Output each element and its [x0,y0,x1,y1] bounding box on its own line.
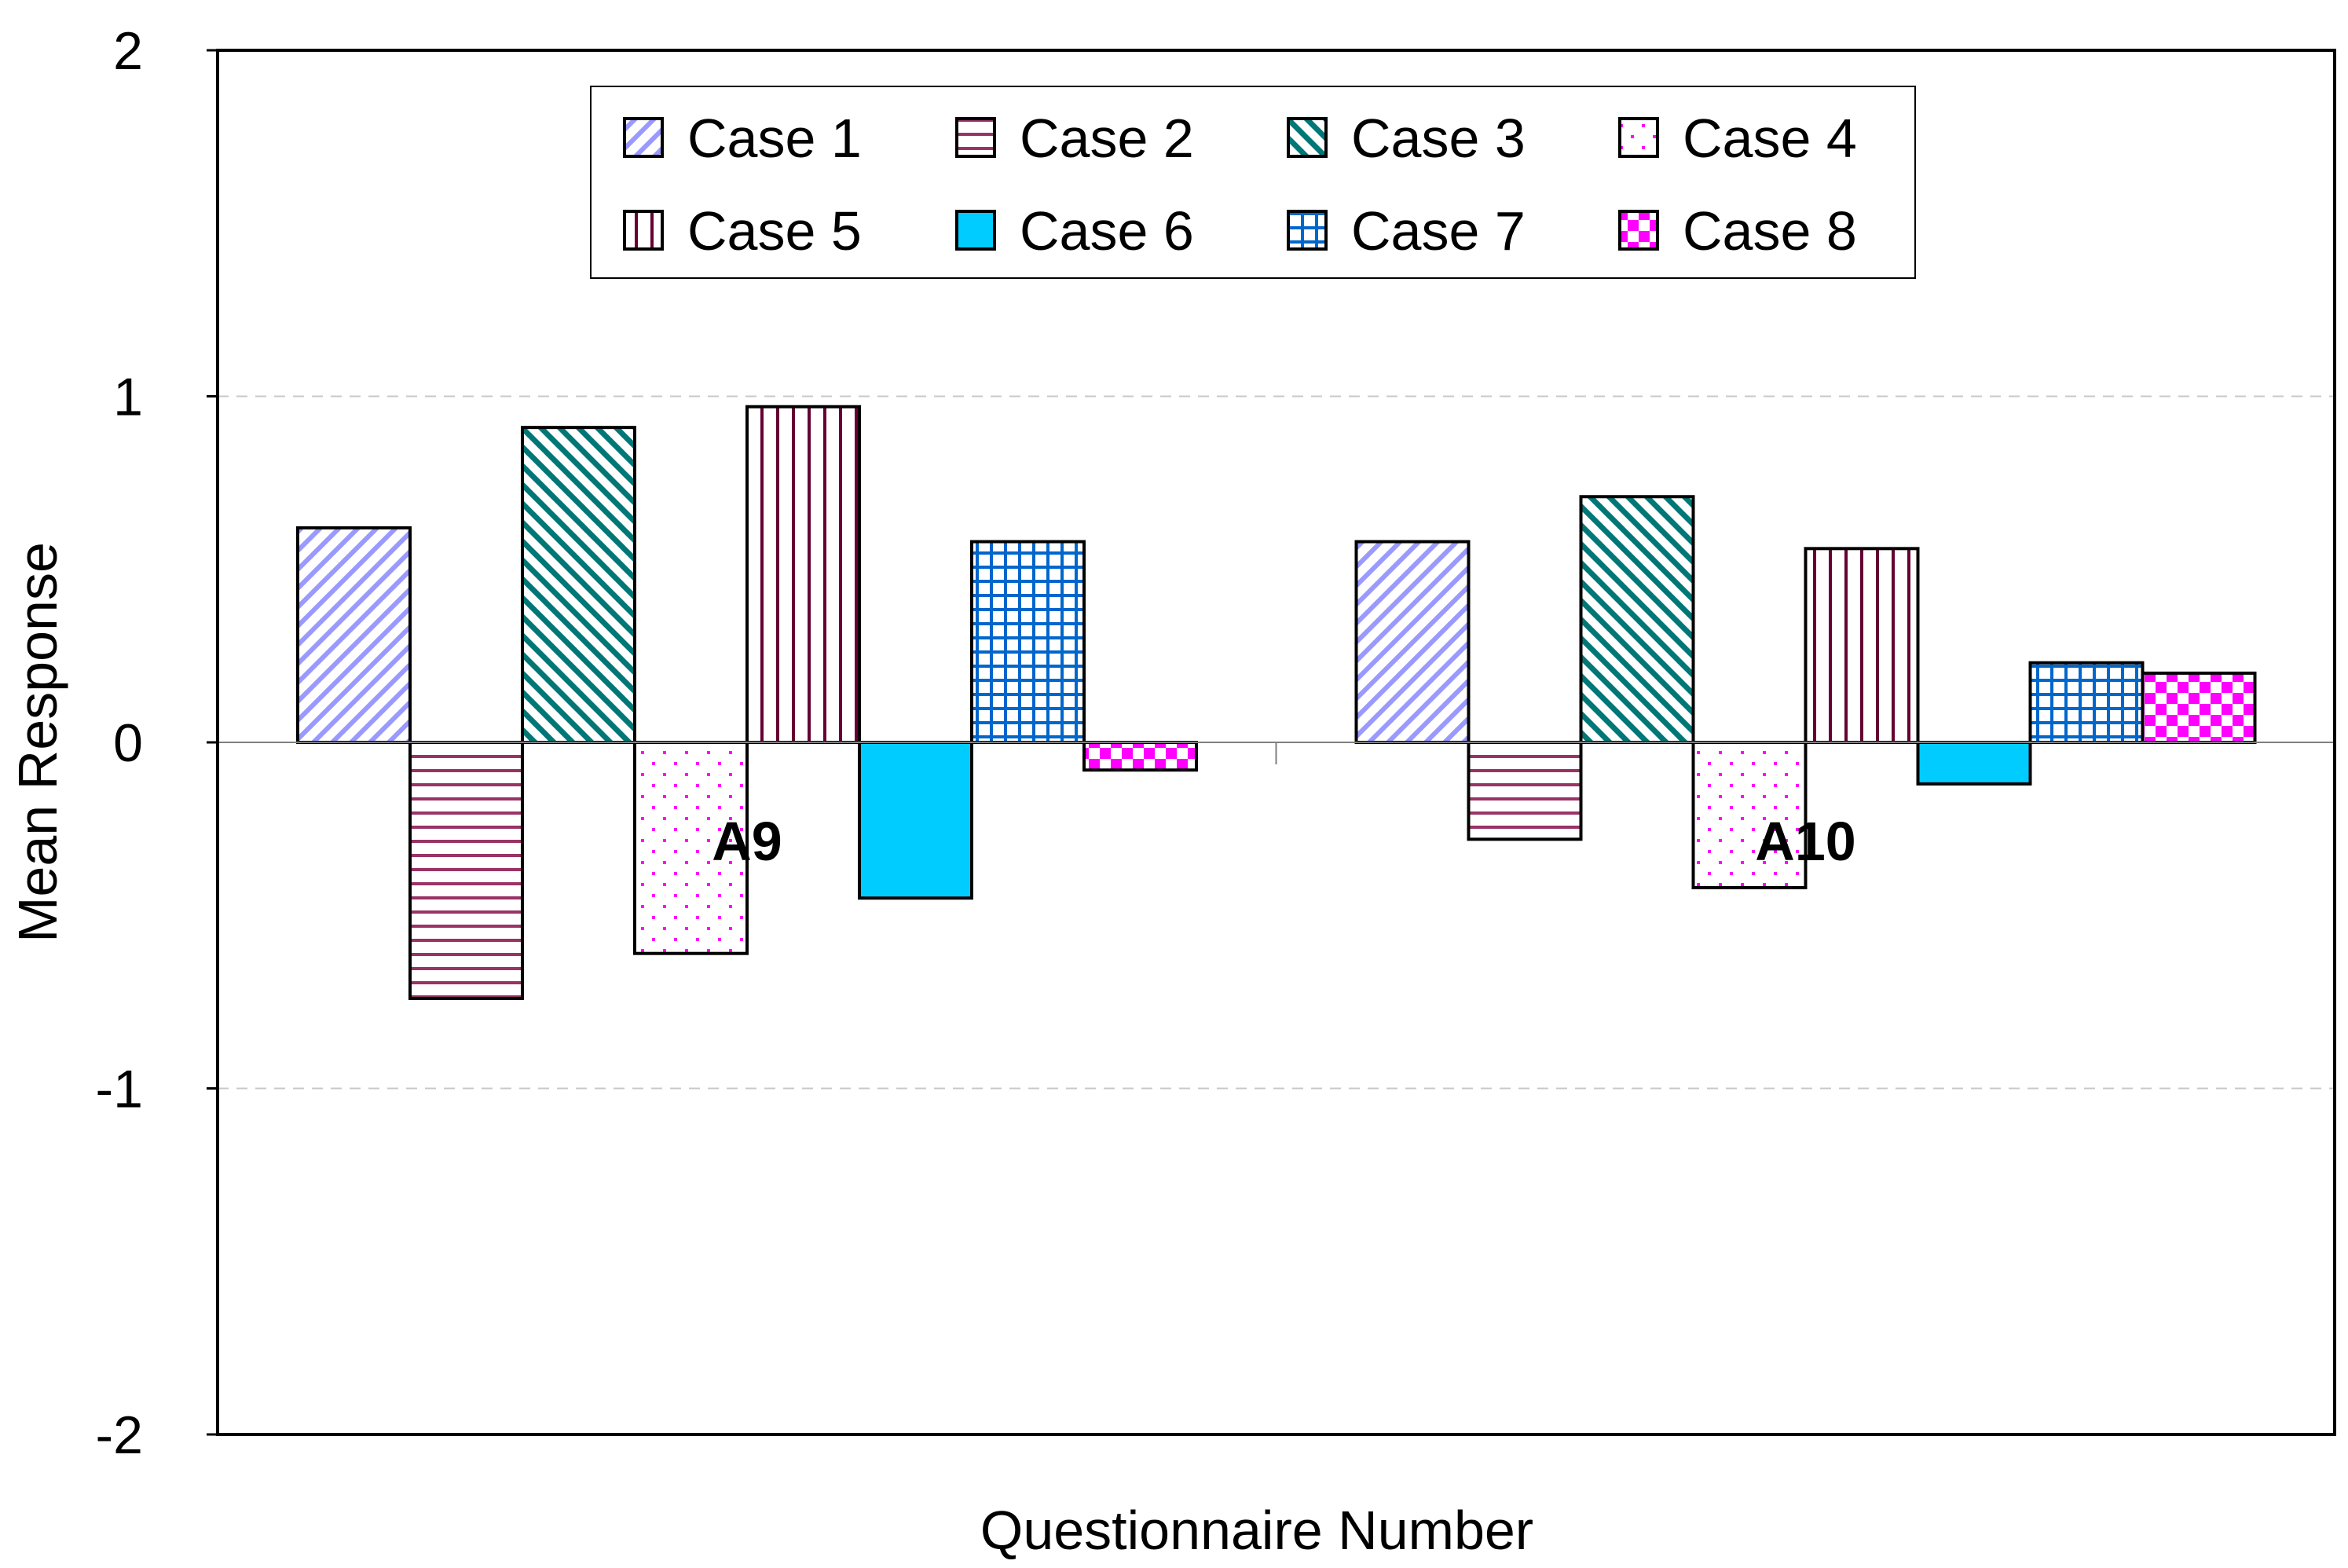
y-tick-label: 0 [113,713,143,773]
legend-label: Case 4 [1683,108,1857,169]
bar-a10-case-7 [2028,661,2145,744]
legend-label: Case 5 [687,200,862,262]
zero-axis [218,742,2335,764]
legend-label: Case 3 [1351,108,1526,169]
y-axis-label: Mean Response [7,542,68,943]
legend-item-case-1: Case 1 [623,108,862,169]
legend-swatch [1618,117,1659,158]
bar-a9-case-8 [1082,741,1198,772]
x-axis-label: Questionnaire Number [980,1500,1533,1561]
category-labels: A9 A10 [712,811,1855,872]
legend-label: Case 1 [687,108,862,169]
legend-item-case-7: Case 7 [1287,200,1526,262]
legend-swatch [1287,210,1328,251]
legend-label: Case 2 [1020,108,1194,169]
bar-a10-case-3 [1579,495,1695,744]
bar-a9-case-2 [408,741,524,1000]
bar-a10-case-2 [1467,741,1583,841]
legend-item-case-3: Case 3 [1287,108,1526,169]
legend-box [590,86,1916,279]
bar-a9-case-5 [745,405,861,745]
legend-label: Case 7 [1351,200,1526,262]
legend-swatch [955,210,996,251]
grid-lines [218,395,2335,1090]
y-tick-label: -1 [96,1060,143,1119]
y-axis-ticks: 2 1 0 -1 -2 [96,21,218,1465]
bars [296,405,2257,1000]
bar-a9-case-3 [521,426,636,745]
bar-a9-case-6 [858,741,973,900]
bar-a10-case-6 [1916,741,2032,786]
bar-a9-case-4 [633,741,749,955]
bar-a10-case-8 [2141,671,2257,745]
legend-label: Case 6 [1020,200,1194,262]
legend-swatch [955,117,996,158]
y-tick-label: 2 [113,21,143,81]
bar-a9-case-1 [296,526,412,744]
bar-a9-case-7 [970,540,1086,745]
legend-swatch [623,117,664,158]
category-label-a9: A9 [712,811,782,872]
bar-a10-case-1 [1354,540,1471,745]
y-tick-label: 1 [113,368,143,427]
bar-a10-case-4 [1691,741,1808,890]
category-label-a10: A10 [1755,811,1855,872]
y-tick-label: -2 [96,1405,143,1465]
legend-item-case-6: Case 6 [955,200,1194,262]
legend-item-case-2: Case 2 [955,108,1194,169]
legend-swatch [1618,210,1659,251]
legend-item-case-4: Case 4 [1618,108,1857,169]
legend-swatch [1287,117,1328,158]
legend: Case 1 Case 2 Case 3 Case 4 Case 5 Case 6 Case… [590,86,1916,279]
bar-a10-case-5 [1804,547,1920,744]
legend-item-case-5: Case 5 [623,200,862,262]
legend-label: Case 8 [1683,200,1857,262]
legend-swatch [623,210,664,251]
legend-item-case-8: Case 8 [1618,200,1857,262]
